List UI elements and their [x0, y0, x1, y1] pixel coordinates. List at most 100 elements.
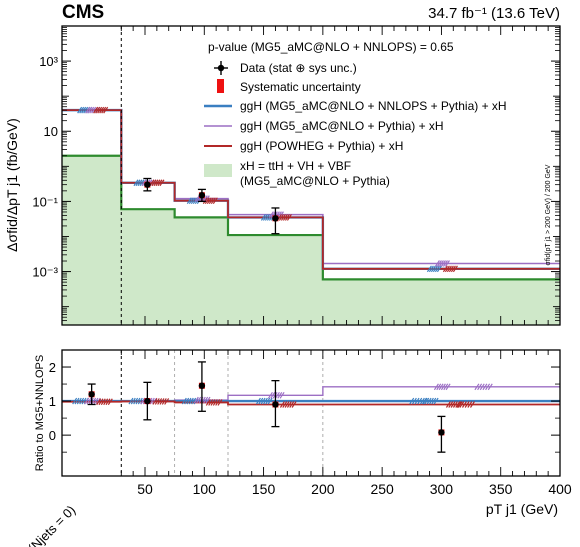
powheg-ratio-hatch [284, 401, 290, 408]
nnlops-ratio-hatch [267, 397, 273, 405]
powheg-ratio-hatch [445, 401, 451, 408]
overflow-label: σfid(pT j1 > 200 GeV) / 200 GeV [545, 164, 552, 265]
mg5-ratio-hatch [267, 391, 273, 399]
mg5-ratio-hatch-extra [479, 383, 485, 391]
mg5-top-hatch [442, 260, 448, 267]
x-tick-label: 350 [489, 481, 513, 497]
powheg-ratio-hatch [96, 398, 102, 406]
powheg-ratio-hatch [279, 401, 285, 408]
mg5-ratio-hatch-extra [482, 383, 488, 391]
powheg-ratio-hatch [157, 398, 163, 405]
mg5-ratio-hatch [277, 391, 283, 399]
nnlops-ratio-hatch [133, 397, 139, 405]
mg5-top-hatch [440, 260, 446, 267]
powheg-ratio-hatch [457, 401, 463, 408]
nnlops-ratio-hatch [260, 397, 266, 405]
mg5-top-hatch [202, 195, 208, 202]
ratio-histograms [62, 350, 560, 476]
nnlops-ratio-hatch [188, 397, 194, 405]
powheg-top-hatch [204, 197, 210, 204]
powheg-top-hatch [452, 265, 458, 273]
powheg-top-hatch [450, 265, 456, 273]
powheg-ratio-hatch [103, 398, 109, 406]
powheg-top-hatch [446, 265, 452, 273]
nnlops-ratio-hatch [255, 397, 261, 405]
mg5-ratio-hatch [84, 397, 90, 405]
top-data-point-marker [198, 192, 206, 199]
x-tick-label: 50 [137, 481, 153, 497]
nnlops-top-hatch [135, 179, 141, 187]
nnlops-top-hatch [188, 197, 194, 204]
mg5-ratio-hatch-extra [477, 383, 483, 391]
nnlops-ratio-hatch [181, 397, 187, 405]
nnlops-ratio-hatch [184, 397, 190, 405]
nnlops-top-hatch [186, 197, 192, 204]
ratio-data-points [87, 361, 446, 453]
x-tick-label: 150 [252, 481, 276, 497]
nnlops-ratio-hatch [431, 397, 437, 405]
nnlops-ratio-hatch [424, 397, 430, 405]
nnlops-top-hatch [426, 265, 432, 273]
legend-nnlops-label: ggH (MG5_aMC@NLO + NNLOPS + Pythia) + xH [240, 99, 507, 113]
powheg-top-hatch [208, 197, 214, 204]
mg5-ratio-hatch [433, 383, 439, 391]
powheg-top-hatch [212, 197, 218, 204]
nnlops-top-hatch [264, 214, 270, 221]
ratio-frame [61, 349, 561, 477]
nnlops-ratio-hatch [426, 397, 432, 405]
nnlops-ratio-hatch [135, 397, 141, 405]
powheg-ratio-hatch [215, 399, 221, 406]
top-y-tick-label: 10⁻³ [32, 265, 58, 280]
powheg-top-hatch [202, 197, 208, 204]
xh-fill-area [62, 155, 560, 325]
legend-mg5: ggH (MG5_aMC@NLO + Pythia) + xH [204, 119, 444, 133]
powheg-ratio-hatch [164, 398, 170, 405]
ratio-y-tick-label: 0 [49, 428, 56, 443]
mg5-top-hatch [89, 106, 95, 114]
mg5-ratio-hatch-extra [485, 383, 491, 391]
powheg-top-hatch [93, 106, 99, 114]
top-data-point-marker [272, 215, 279, 222]
powheg-ratio-hatch-extra [456, 401, 462, 408]
mg5-ratio-hatch [140, 397, 146, 405]
legend-xh: xH = ttH + VH + VBF (MG5_aMC@NLO + Pythi… [204, 159, 390, 188]
mg5-ratio-hatch [438, 383, 444, 391]
top-data-points [143, 177, 280, 235]
x-tick-label: 100 [193, 481, 217, 497]
top-frame [61, 25, 561, 326]
nnlops-ratio-hatch [130, 397, 136, 405]
nnlops-top-hatch [77, 106, 83, 114]
powheg-top-hatch [284, 214, 290, 221]
nnlops-ratio-hatch [428, 397, 434, 405]
powheg-ratio-hatch [452, 401, 458, 408]
nnlops-top-hatch [432, 265, 438, 273]
nnlops-ratio-hatch [137, 397, 143, 405]
mg5-top-hatch [85, 106, 91, 114]
legend-syst-label: Systematic uncertainty [240, 80, 361, 94]
legend-syst: Systematic uncertainty [217, 79, 361, 94]
experiment-label: CMS [62, 2, 104, 23]
nnlops-top-hatch [137, 179, 143, 187]
mg5-ratio-hatch [436, 383, 442, 391]
mg5-ratio-hatch [149, 397, 155, 405]
powheg-top-hatch [286, 214, 292, 221]
mg5-ratio-hatch [279, 391, 285, 399]
legend-xh-label-2: (MG5_aMC@NLO + Pythia) [240, 174, 390, 188]
powheg-ratio-hatch [159, 398, 165, 405]
xh-swatch [204, 164, 232, 177]
x-tick-label: 200 [311, 481, 335, 497]
nnlops-top-hatch [260, 214, 266, 221]
powheg-ratio-hatch [289, 401, 295, 408]
nnlops-ratio-hatch [262, 397, 268, 405]
nnlops-top-hatch [436, 265, 442, 273]
nnlops-top-hatch [434, 265, 440, 273]
powheg-ratio-hatch-extra [467, 401, 473, 408]
mg5-ratio-hatch [91, 397, 97, 405]
powheg-top-hatch [99, 106, 105, 114]
nnlops-top-hatch [139, 179, 145, 187]
mg5-ratio-hatch [95, 397, 101, 405]
legend-xh-label-1: xH = ttH + VH + VBF [240, 159, 351, 173]
